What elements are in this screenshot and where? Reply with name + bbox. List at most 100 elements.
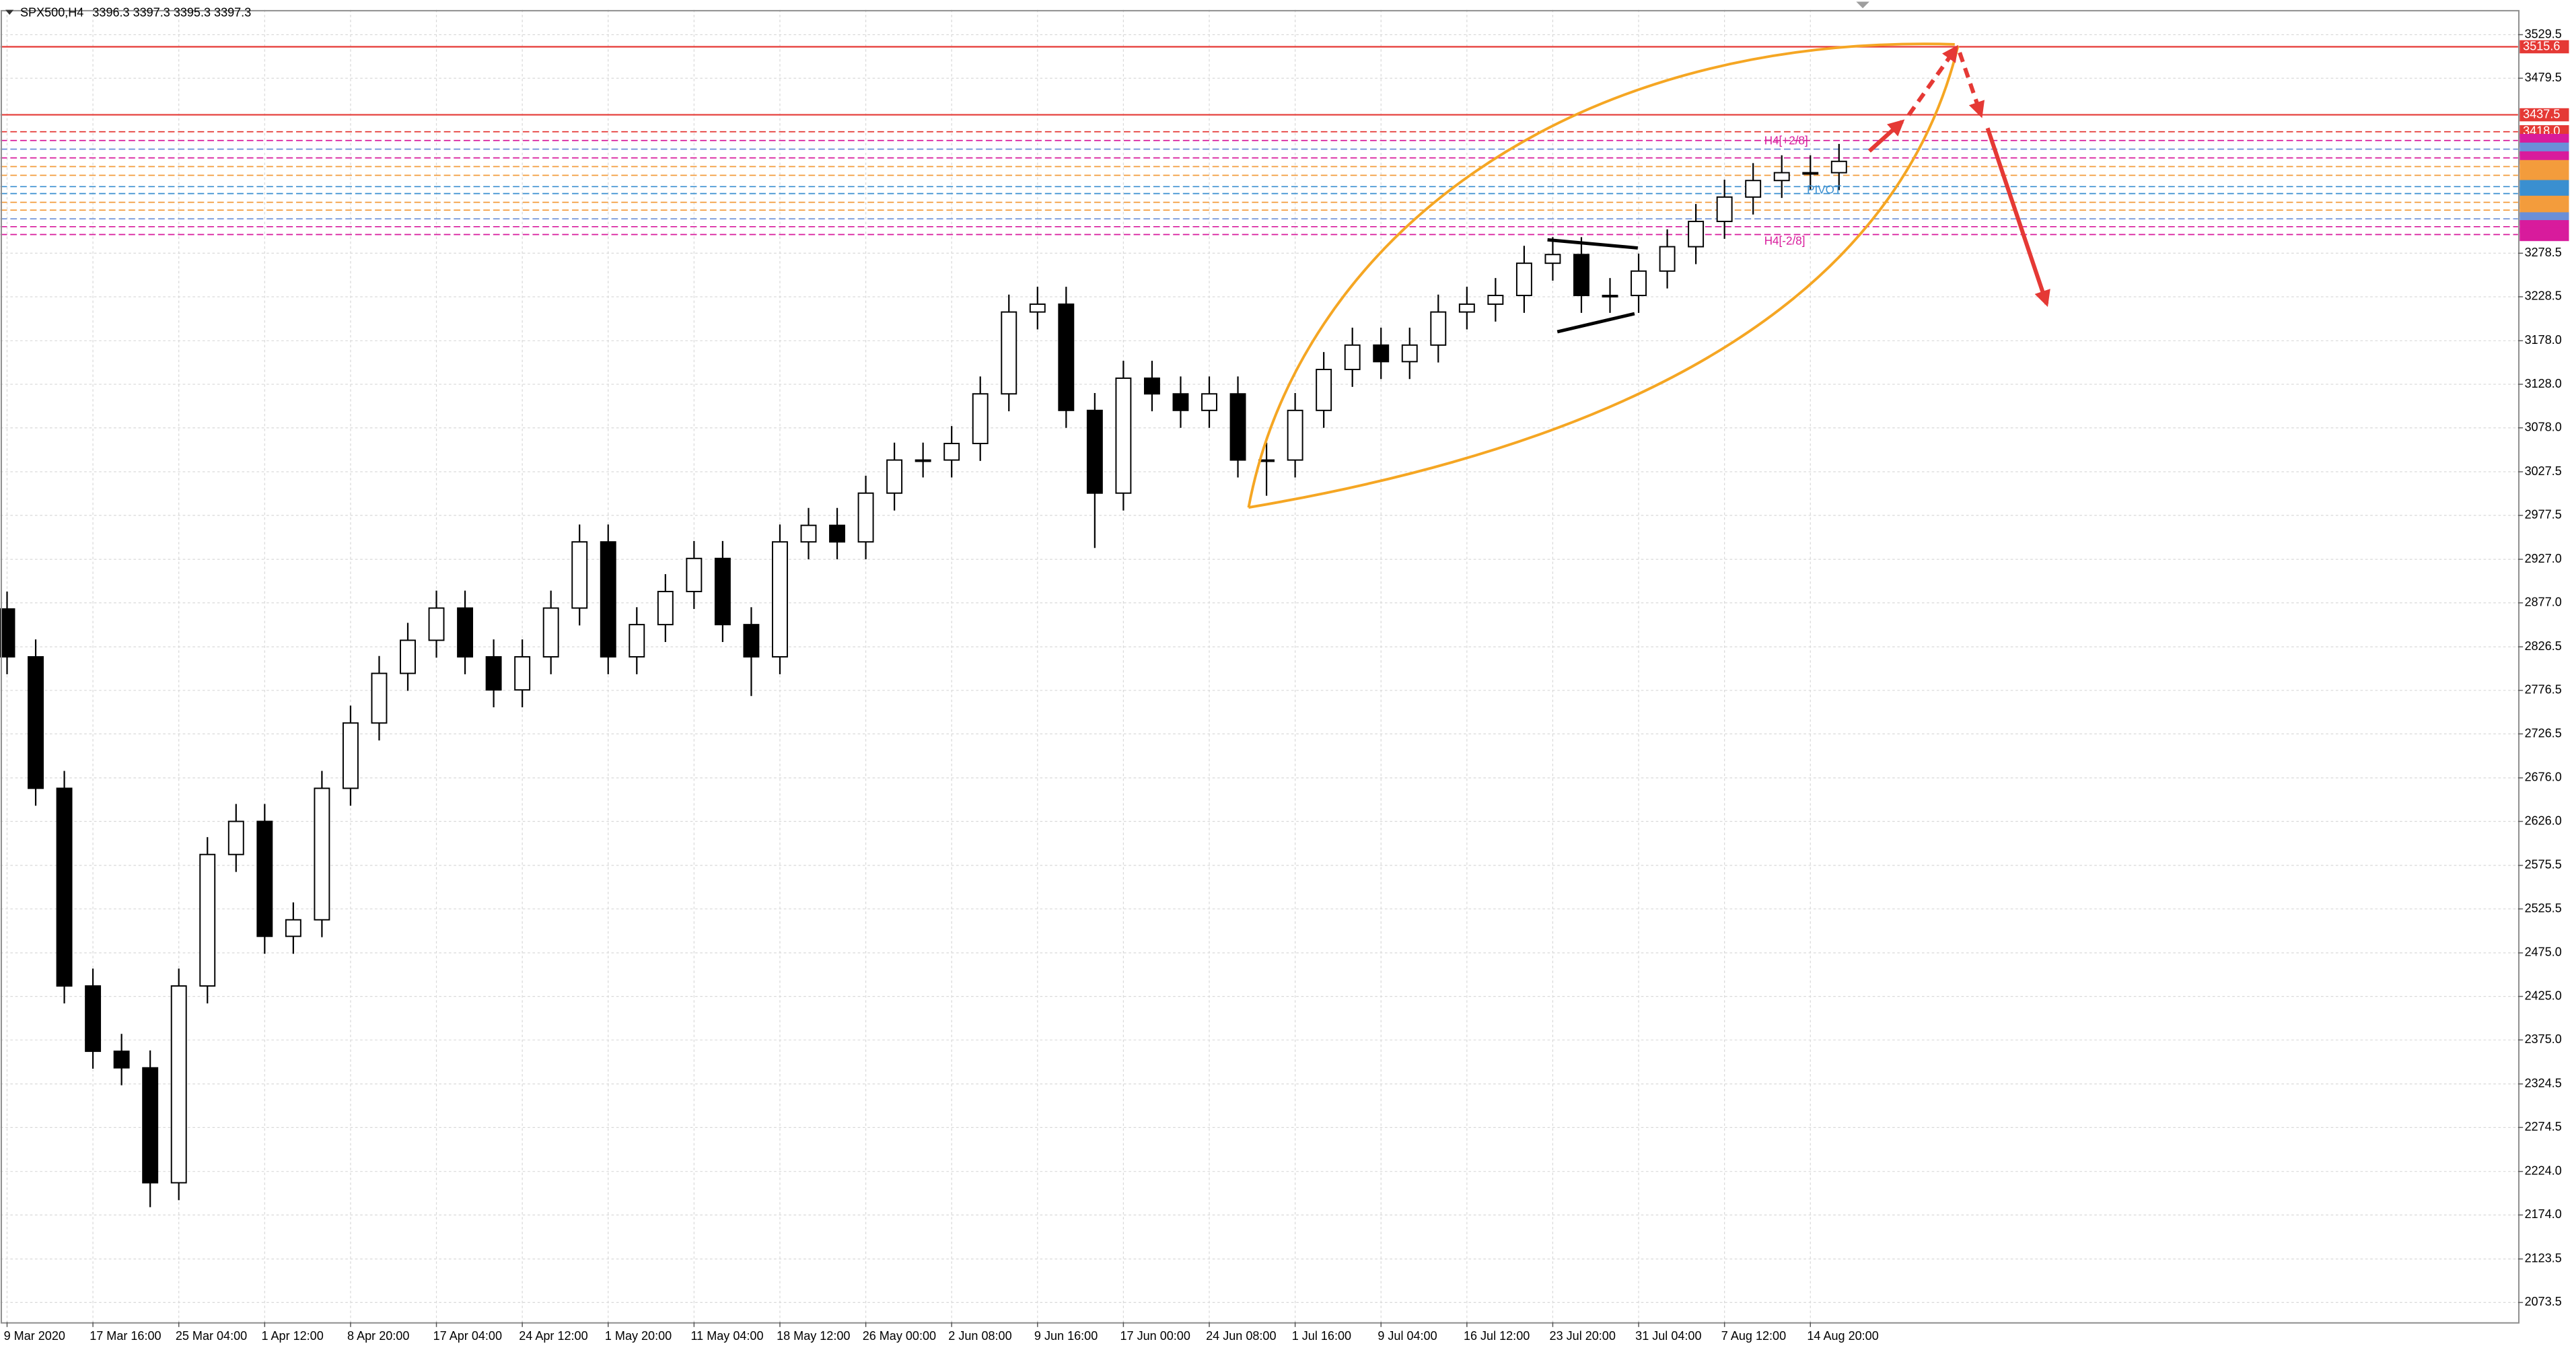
y-tick-label: 2425.0 <box>2525 989 2562 1002</box>
candle-body <box>1573 254 1589 297</box>
candle-body <box>428 607 445 641</box>
candle-body <box>714 557 731 626</box>
level-tag <box>2519 227 2569 242</box>
x-tick-label: 24 Apr 12:00 <box>519 1329 587 1343</box>
y-tick-label: 3078.0 <box>2525 420 2562 433</box>
candle-body <box>1229 393 1246 461</box>
grid-layer <box>0 9 2518 1322</box>
x-tick-label: 14 Aug 20:00 <box>1807 1329 1878 1343</box>
candle-body <box>342 722 359 789</box>
level-layer <box>0 46 2518 236</box>
x-tick-label: 1 May 20:00 <box>605 1329 672 1343</box>
y-tick-label: 2375.0 <box>2525 1032 2562 1046</box>
candle-body <box>170 985 187 1184</box>
level-tag <box>2519 168 2569 182</box>
candle-body <box>485 656 502 691</box>
candle-body <box>1058 303 1075 411</box>
x-tick-label: 23 Jul 20:00 <box>1550 1329 1616 1343</box>
candle-body <box>857 492 874 543</box>
arrow <box>1906 44 1959 116</box>
trend-line <box>1547 238 1639 250</box>
candle-body <box>800 524 817 543</box>
level-label: 3515.6 <box>2523 39 2560 52</box>
candle-body <box>28 656 44 789</box>
x-tick-label: 31 Jul 04:00 <box>1635 1329 1701 1343</box>
candle-body <box>285 919 301 937</box>
level-annotation: H4[-2/8] <box>1764 234 1805 247</box>
candle-body <box>1716 196 1733 223</box>
candle-body <box>256 820 273 937</box>
candle-body <box>400 639 416 674</box>
x-tick-label: 26 May 00:00 <box>863 1329 936 1343</box>
candle-body <box>542 607 559 658</box>
candle-body <box>1344 344 1361 370</box>
candle-body <box>886 459 903 494</box>
y-tick-label: 2626.0 <box>2525 814 2562 827</box>
x-tick-label: 17 Apr 04:00 <box>433 1329 502 1343</box>
y-tick-label: 3128.0 <box>2525 377 2562 390</box>
candle-body <box>85 985 102 1053</box>
candle-body <box>1631 270 1647 297</box>
candle-layer <box>0 143 1847 1207</box>
y-tick-label: 2977.5 <box>2525 508 2562 522</box>
y-tick-label: 2475.0 <box>2525 946 2562 959</box>
x-tick-label: 8 Apr 20:00 <box>347 1329 409 1343</box>
candle-body <box>1659 246 1676 272</box>
y-tick-label: 2274.5 <box>2525 1120 2562 1133</box>
y-tick-label: 3228.5 <box>2525 289 2562 303</box>
candle-body <box>1143 377 1160 395</box>
candle-body <box>972 393 989 444</box>
y-tick-label: 2726.5 <box>2525 726 2562 740</box>
candle-body <box>571 541 588 609</box>
x-tick-label: 11 May 04:00 <box>690 1329 763 1343</box>
candle-body <box>1602 295 1618 297</box>
candle-body <box>600 541 616 658</box>
x-tick-label: 2 Jun 08:00 <box>948 1329 1011 1343</box>
y-tick-label: 3178.0 <box>2525 333 2562 347</box>
x-tick-label: 9 Jul 04:00 <box>1378 1329 1437 1343</box>
arrow <box>1867 119 1905 153</box>
x-tick-label: 16 Jul 12:00 <box>1464 1329 1530 1343</box>
y-tick-label: 2123.5 <box>2525 1251 2562 1265</box>
candle-body <box>1745 180 1762 198</box>
candle-body <box>1544 254 1561 264</box>
candle-body <box>1001 311 1017 395</box>
candle-body <box>1773 172 1790 182</box>
candle-body <box>371 672 388 724</box>
candle-body <box>56 787 73 987</box>
y-tick-label: 2224.0 <box>2525 1164 2562 1177</box>
y-tick-label: 2927.0 <box>2525 552 2562 565</box>
candle-body <box>1401 344 1418 363</box>
candle-body <box>113 1051 130 1069</box>
y-tick-label: 2776.5 <box>2525 683 2562 697</box>
candle-body <box>915 459 931 462</box>
level-tag <box>2519 108 2569 122</box>
y-tick-label: 2676.0 <box>2525 771 2562 784</box>
y-tick-label: 2073.5 <box>2525 1295 2562 1308</box>
candle-body <box>1201 393 1217 411</box>
y-tick-label: 3278.5 <box>2525 246 2562 259</box>
level-tag <box>2519 40 2569 54</box>
shift-marker <box>1856 1 1869 9</box>
candle-body <box>457 607 474 658</box>
y-tick-label: 3027.5 <box>2525 464 2562 478</box>
drawings <box>1247 1 2050 509</box>
y-tick-label: 2826.5 <box>2525 639 2562 653</box>
candle-body <box>1515 262 1532 297</box>
candle-body <box>1287 409 1303 461</box>
y-tick-label: 2324.5 <box>2525 1076 2562 1090</box>
candle-body <box>1458 303 1475 313</box>
x-tick-label: 18 May 12:00 <box>777 1329 850 1343</box>
x-tick-label: 1 Apr 12:00 <box>261 1329 323 1343</box>
x-tick-label: 24 Jun 08:00 <box>1206 1329 1276 1343</box>
level-annotation: H4[+2/8] <box>1764 134 1808 147</box>
y-tick-label: 2575.5 <box>2525 858 2562 872</box>
candle-body <box>1802 172 1819 175</box>
candle-body <box>657 590 674 626</box>
level-label: 3437.5 <box>2523 107 2560 120</box>
y-tick-label: 2525.5 <box>2525 901 2562 915</box>
candle-body <box>1373 344 1390 363</box>
y-tick-label: 2877.0 <box>2525 596 2562 609</box>
